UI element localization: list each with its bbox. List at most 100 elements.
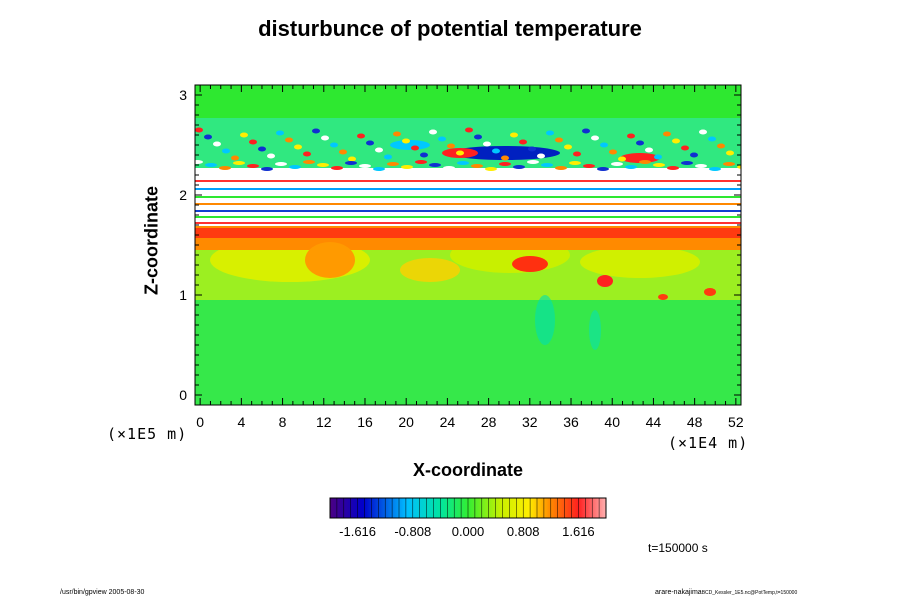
wave-blob <box>541 163 553 167</box>
wave-blob <box>261 167 273 171</box>
x-tick-label: 52 <box>728 414 744 430</box>
wave-blob <box>401 165 413 169</box>
wave-blob <box>373 167 385 171</box>
wave-blob <box>330 142 338 148</box>
wave-blob <box>513 165 525 169</box>
wave-blob <box>303 151 311 157</box>
wave-blob <box>233 161 245 165</box>
wave-blob <box>420 152 428 158</box>
wave-blob <box>555 166 567 170</box>
wave-blob <box>457 161 469 165</box>
wave-blob <box>627 133 635 139</box>
wave-blob <box>663 131 671 137</box>
z-axis-title: Z-coordinate <box>141 186 162 296</box>
wave-blob <box>653 163 665 167</box>
wave-blob <box>583 164 595 168</box>
wave-blob <box>429 163 441 167</box>
wave-blob <box>528 146 536 152</box>
wave-blob <box>415 160 427 164</box>
wave-blob <box>611 162 623 166</box>
wave-blob <box>205 163 217 167</box>
wave-blob <box>339 149 347 155</box>
wave-blob <box>258 146 266 152</box>
wave-blob <box>555 137 563 143</box>
wave-blob <box>636 140 644 146</box>
footer-left: /usr/bin/gpview 2005-08-30 <box>60 589 145 596</box>
wave-blob <box>537 153 545 159</box>
wave-blob <box>204 134 212 140</box>
wave-blob <box>546 130 554 136</box>
x-tick-label: 36 <box>563 414 579 430</box>
wave-blob <box>384 154 392 160</box>
z-unit-label: (×1E5 m) <box>107 425 188 443</box>
x-tick-label: 20 <box>398 414 414 430</box>
wave-blob <box>443 166 455 170</box>
wave-blob <box>456 150 464 156</box>
wave-blob <box>695 164 707 168</box>
x-tick-label: 8 <box>279 414 287 430</box>
wave-blob <box>195 127 203 133</box>
x-tick-label: 28 <box>481 414 497 430</box>
wave-blob <box>645 147 653 153</box>
wave-blob <box>348 156 356 162</box>
wave-blob <box>294 144 302 150</box>
wave-blob <box>249 139 257 145</box>
wave-blob <box>699 129 707 135</box>
wave-blob <box>672 138 680 144</box>
wave-blob <box>465 127 473 133</box>
wave-blob <box>527 160 539 164</box>
wave-blob <box>213 141 221 147</box>
wave-blob <box>591 135 599 141</box>
x-tick-label: 44 <box>646 414 662 430</box>
wave-blob <box>499 162 511 166</box>
x-tick-label: 40 <box>604 414 620 430</box>
wave-blob <box>231 155 239 161</box>
wave-blob <box>312 128 320 134</box>
time-label: t=150000 s <box>648 541 708 555</box>
wave-blob <box>331 166 343 170</box>
x-unit-label: (×1E4 m) <box>668 434 749 452</box>
chart-title: disturbunce of potential temperature <box>258 16 642 41</box>
wave-blob <box>485 167 497 171</box>
x-tick-label: 48 <box>687 414 703 430</box>
wave-blob <box>471 164 483 168</box>
wave-blob <box>387 162 399 166</box>
wave-blob <box>393 131 401 137</box>
wave-blob <box>510 132 518 138</box>
y-tick-label: 0 <box>179 387 187 403</box>
x-tick-label: 24 <box>440 414 456 430</box>
wave-blob <box>345 161 357 165</box>
wave-blob <box>582 128 590 134</box>
wave-blobs <box>195 127 741 171</box>
wave-blob <box>737 165 741 169</box>
x-tick-label: 4 <box>237 414 245 430</box>
y-tick-label: 2 <box>179 187 187 203</box>
wave-blob <box>240 132 248 138</box>
wave-blob <box>625 165 637 169</box>
wave-blob <box>726 150 734 156</box>
wave-blob <box>222 148 230 154</box>
y-tick-label: 1 <box>179 287 187 303</box>
wave-blob <box>267 153 275 159</box>
wave-blob <box>569 161 581 165</box>
x-tick-label: 16 <box>357 414 373 430</box>
heatmap-field <box>195 85 741 405</box>
wave-blob <box>359 164 371 168</box>
wave-blob <box>717 143 725 149</box>
wave-blob <box>247 164 259 168</box>
wave-blob <box>564 144 572 150</box>
wave-blob <box>519 139 527 145</box>
x-tick-label: 32 <box>522 414 538 430</box>
wave-blob <box>483 141 491 147</box>
wave-blob <box>654 154 662 160</box>
colorbar-ticks: -1.616 -0.808 0.000 0.808 1.616 <box>339 524 595 539</box>
wave-blob <box>639 160 651 164</box>
wave-blob <box>275 162 287 166</box>
y-tick-label: 3 <box>179 87 187 103</box>
wave-blob <box>276 130 284 136</box>
wave-blob <box>438 136 446 142</box>
wave-blob <box>690 152 698 158</box>
wave-blob <box>609 149 617 155</box>
